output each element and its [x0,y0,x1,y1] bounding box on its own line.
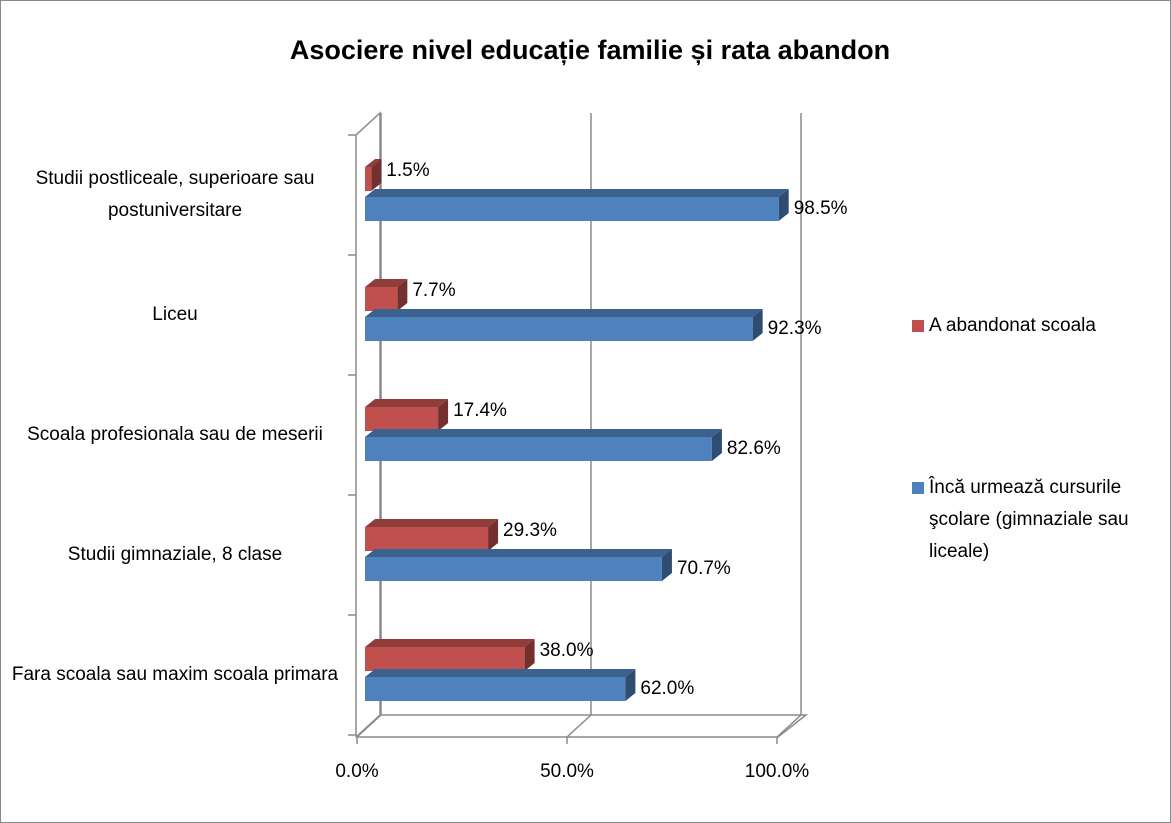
bar-face [365,189,789,197]
value-label: 38.0% [540,640,594,661]
x-tick-label: 100.0% [745,761,810,782]
bar-face [365,429,722,437]
bar [365,189,789,221]
bar [365,279,408,311]
bar-face [625,669,636,701]
value-label: 1.5% [386,160,429,181]
bar [365,399,449,431]
bar-face [365,519,499,527]
chart-title: Asociere nivel educație familie și rata … [290,35,890,65]
bar-face [365,549,672,557]
value-label: 29.3% [503,520,557,541]
category-label: Studii gimnaziale, 8 clase [67,544,283,565]
bar-face [752,309,763,341]
bar-face [438,399,449,431]
bar-face [365,437,712,461]
bar-face [365,197,779,221]
bar [365,159,382,191]
bar-face [365,557,662,581]
bar-face [365,287,398,311]
category-label: Scoala profesionala sau de meserii [27,424,323,445]
bar-face [524,639,535,671]
bar-face [365,309,763,317]
bar-face [365,167,372,191]
bar [365,309,763,341]
bar-face [371,159,382,191]
bar-face [365,527,489,551]
bar-face [365,399,449,407]
bar-face [711,429,722,461]
value-label: 92.3% [768,318,822,339]
legend-label: A abandonat scoala [929,315,1096,336]
category-label: Fara scoala sau maxim scoala primara [11,664,339,685]
value-label: 7.7% [412,280,455,301]
value-label: 98.5% [794,198,848,219]
legend-label: Încă urmează cursurile şcolare (gimnazia… [929,477,1129,562]
category-label: Studii postliceale, superioare sau postu… [35,168,315,221]
legend-swatch [912,320,924,332]
bar [365,429,722,461]
value-label: 70.7% [677,558,731,579]
bar-face [365,647,525,671]
bar-face [365,639,535,647]
bar-face [365,317,753,341]
bar-face [778,189,789,221]
x-tick-label: 0.0% [335,761,378,782]
bar-face [365,677,626,701]
bar-face [397,279,408,311]
bar [365,549,672,581]
grid-line-floor [566,714,592,738]
bar [365,669,636,701]
category-label: Liceu [152,304,198,325]
bar-face [661,549,672,581]
bar-face [365,669,636,677]
value-label: 17.4% [453,400,507,421]
legend-swatch [912,482,924,494]
grid-line-floor [356,714,382,738]
value-label: 82.6% [727,438,781,459]
bar-face [365,159,382,167]
value-label: 62.0% [640,678,694,699]
bar-face [365,407,439,431]
grid-line-floor [776,714,802,738]
x-tick-label: 50.0% [540,761,594,782]
bar-face [488,519,499,551]
bar [365,639,535,671]
bar-face [365,279,408,287]
bar [365,519,499,551]
